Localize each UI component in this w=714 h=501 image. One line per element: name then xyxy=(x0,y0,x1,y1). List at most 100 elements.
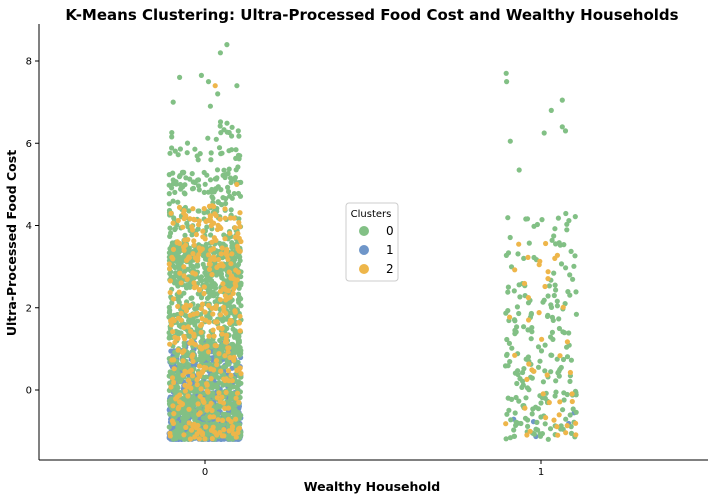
point-cluster-0 xyxy=(530,406,536,412)
point-cluster-0 xyxy=(224,120,230,126)
point-cluster-0 xyxy=(216,425,222,431)
point-cluster-0 xyxy=(521,324,527,330)
point-cluster-2 xyxy=(175,406,181,412)
point-cluster-0 xyxy=(552,393,558,399)
point-cluster-0 xyxy=(183,283,189,289)
point-cluster-0 xyxy=(505,284,511,290)
point-cluster-0 xyxy=(226,166,232,172)
point-cluster-0 xyxy=(568,357,575,363)
point-cluster-2 xyxy=(190,251,196,257)
point-cluster-0 xyxy=(200,261,206,267)
point-cluster-0 xyxy=(186,318,192,324)
point-cluster-0 xyxy=(217,123,223,129)
point-cluster-0 xyxy=(175,385,181,391)
point-cluster-0 xyxy=(166,424,172,430)
point-cluster-2 xyxy=(540,391,546,397)
point-cluster-2 xyxy=(557,399,563,405)
point-cluster-2 xyxy=(216,325,222,331)
point-cluster-0 xyxy=(167,225,173,231)
point-cluster-2 xyxy=(226,269,232,275)
point-cluster-0 xyxy=(564,354,571,360)
point-cluster-2 xyxy=(573,420,579,426)
point-cluster-2 xyxy=(166,261,172,267)
point-cluster-2 xyxy=(225,256,231,262)
point-cluster-2 xyxy=(201,284,207,290)
point-cluster-2 xyxy=(222,353,228,359)
axes xyxy=(38,24,708,461)
point-cluster-0 xyxy=(204,224,210,230)
point-cluster-0 xyxy=(504,336,510,343)
point-cluster-2 xyxy=(185,324,191,330)
point-cluster-2 xyxy=(531,368,537,374)
point-cluster-0 xyxy=(201,169,207,176)
point-cluster-0 xyxy=(236,133,242,139)
point-cluster-0 xyxy=(187,333,193,339)
point-cluster-0 xyxy=(169,134,175,140)
point-cluster-0 xyxy=(216,145,223,151)
point-cluster-0 xyxy=(558,261,565,267)
point-cluster-0 xyxy=(511,433,518,439)
point-cluster-2 xyxy=(211,333,217,339)
point-cluster-0 xyxy=(564,221,570,227)
y-axis-label: Ultra-Processed Food Cost xyxy=(4,150,19,336)
point-cluster-0 xyxy=(189,232,195,238)
point-cluster-2 xyxy=(207,414,213,420)
point-cluster-2 xyxy=(212,342,218,349)
point-cluster-2 xyxy=(196,427,203,434)
point-cluster-2 xyxy=(204,404,210,410)
point-cluster-0 xyxy=(186,208,192,214)
point-cluster-0 xyxy=(561,397,567,403)
point-cluster-0 xyxy=(522,415,529,421)
point-cluster-0-outlier xyxy=(548,107,554,113)
point-cluster-0 xyxy=(549,237,555,243)
point-cluster-0 xyxy=(198,339,204,345)
point-cluster-2 xyxy=(213,358,220,364)
legend-label-0: 0 xyxy=(386,224,394,238)
point-cluster-0 xyxy=(520,369,526,376)
point-cluster-0 xyxy=(238,274,244,280)
point-cluster-0 xyxy=(170,170,176,176)
point-cluster-0 xyxy=(177,181,183,188)
point-cluster-0 xyxy=(221,167,227,173)
point-cluster-2 xyxy=(167,430,173,436)
point-cluster-2 xyxy=(193,284,199,290)
point-cluster-2 xyxy=(185,255,191,261)
point-cluster-0 xyxy=(172,179,178,185)
point-cluster-0 xyxy=(503,310,509,316)
point-cluster-2 xyxy=(208,366,214,372)
point-cluster-2 xyxy=(560,304,566,310)
point-cluster-2 xyxy=(196,411,202,417)
point-cluster-0-outlier xyxy=(562,128,569,134)
point-cluster-0 xyxy=(213,136,219,142)
point-cluster-0 xyxy=(189,171,195,177)
point-cluster-2 xyxy=(230,431,237,437)
point-cluster-2-outlier xyxy=(234,181,240,187)
point-cluster-2 xyxy=(209,203,215,209)
point-cluster-2 xyxy=(567,369,574,376)
point-cluster-0 xyxy=(515,251,521,257)
point-cluster-0 xyxy=(209,186,215,193)
point-cluster-2 xyxy=(227,354,233,361)
point-cluster-0 xyxy=(567,292,573,298)
point-cluster-0 xyxy=(236,299,242,305)
point-cluster-0 xyxy=(534,221,541,228)
point-cluster-0 xyxy=(549,352,555,358)
point-cluster-0 xyxy=(503,252,509,258)
point-cluster-2 xyxy=(172,339,178,345)
point-cluster-2 xyxy=(512,267,518,273)
point-cluster-0 xyxy=(545,293,551,299)
point-cluster-2 xyxy=(222,236,228,242)
point-cluster-2 xyxy=(557,353,563,359)
point-cluster-2 xyxy=(206,266,213,272)
point-cluster-0 xyxy=(560,407,566,413)
y-tick-label: 4 xyxy=(26,221,32,232)
point-cluster-2 xyxy=(177,270,183,276)
point-cluster-2 xyxy=(227,230,233,236)
point-cluster-2 xyxy=(187,302,194,308)
point-cluster-0 xyxy=(208,150,214,156)
point-cluster-2 xyxy=(196,436,202,442)
point-cluster-0-outlier xyxy=(503,70,509,76)
point-cluster-0 xyxy=(169,145,175,151)
point-cluster-0 xyxy=(508,417,514,423)
